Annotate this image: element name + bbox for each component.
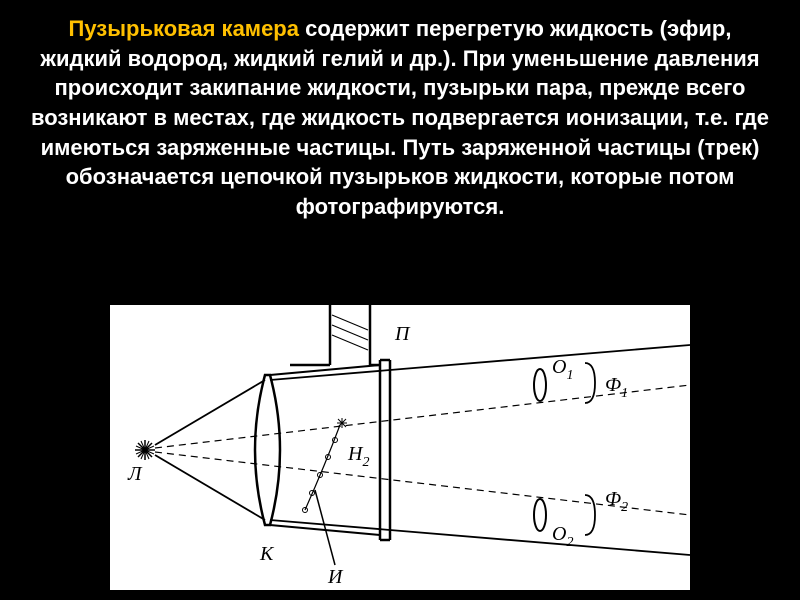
bubble-chamber-diagram: Л К П [110, 305, 690, 590]
ray-bottom-out [270, 520, 690, 555]
light-source-icon [135, 440, 155, 460]
chamber-window-right [380, 360, 390, 540]
ray-top-out [270, 345, 690, 380]
label-L: Л [127, 463, 143, 485]
ray-top-solid [155, 380, 265, 445]
label-H2: H2 [347, 443, 369, 470]
diagram-svg: Л К П [110, 305, 690, 590]
lens-O2 [534, 499, 546, 531]
label-I: И [327, 566, 344, 588]
label-F2: Ф2 [605, 488, 628, 515]
highlight-term: Пузырьковая камера [69, 16, 299, 41]
label-O2: О2 [552, 523, 573, 550]
lens-K [255, 375, 280, 525]
label-O1: О1 [552, 356, 573, 383]
particle-track [303, 418, 348, 513]
label-K: К [259, 543, 275, 565]
pointer-I [315, 490, 335, 565]
label-P: П [394, 323, 411, 345]
description-text: Пузырьковая камера содержит перегретую ж… [0, 0, 800, 228]
label-F1: Ф1 [605, 374, 628, 401]
lens-O1 [534, 369, 546, 401]
bracket-F2 [585, 495, 595, 535]
body-text: содержит перегретую жидкость (эфир, жидк… [31, 16, 769, 219]
ray-bottom-solid [155, 455, 265, 520]
piston-P [290, 305, 380, 365]
